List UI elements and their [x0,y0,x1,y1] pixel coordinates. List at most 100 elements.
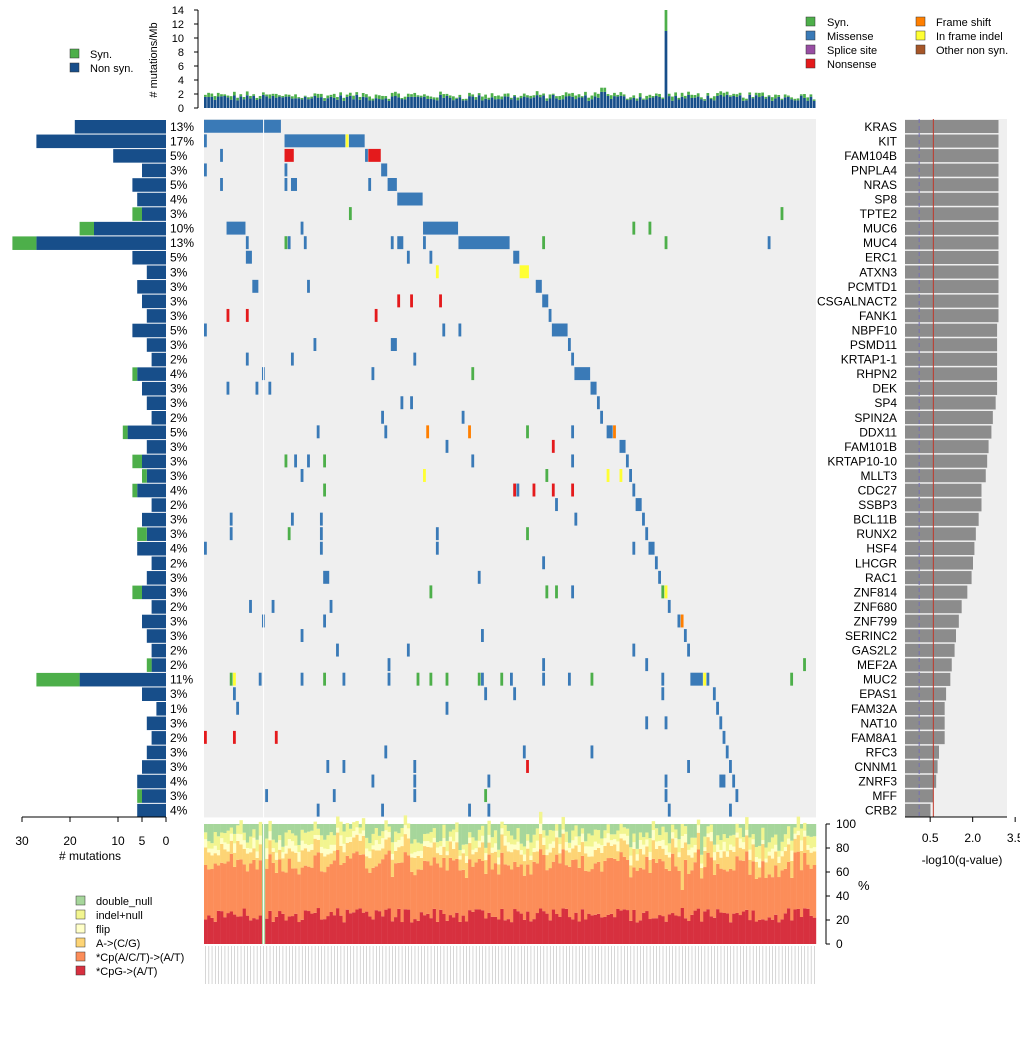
spectrum-segment [455,842,459,859]
spectrum-segment [448,857,453,916]
spectrum-segment [355,909,359,944]
spectrum-segment [503,824,507,825]
spectrum-segment [439,824,443,841]
spectrum-segment [348,913,353,944]
spectrum-segment [758,824,762,846]
rate-bar-nonsyn [207,97,210,108]
spectrum-segment [738,838,743,848]
rate-bar-syn [410,94,413,97]
spectrum-segment [687,874,691,921]
rate-bar-syn [274,93,278,98]
spectrum-segment [435,842,440,848]
spectrum-segment [603,845,607,861]
gene-count-bar-nonsyn [151,600,166,614]
spectrum-segment [513,824,517,840]
spectrum-segment [603,838,607,846]
spectrum-segment [390,859,395,877]
rate-bar-nonsyn [542,95,545,108]
spectrum-segment [648,838,652,852]
spectrum-segment [332,860,337,916]
spectrum-segment [329,911,334,944]
spectrum-segment [735,832,739,838]
spectrum-segment [564,824,569,832]
rate-bar-syn [522,93,526,97]
spectrum-segment [658,824,662,836]
spectrum-segment [700,868,704,879]
spectrum-segment [452,848,456,861]
gene-percentage: 3% [170,454,188,468]
mutation-cell [445,439,449,453]
spectrum-segment [545,849,549,856]
mutation-cell [513,250,520,264]
spectrum-segment [336,850,340,909]
spectrum-segment [593,829,598,842]
mutation-cell [468,803,471,817]
spectrum-segment [458,824,462,851]
mutation-cell [632,541,636,555]
spectrum-segment [429,824,433,833]
qvalue-bar [905,280,999,294]
rate-bar-syn [510,97,513,100]
mutation-cell [632,221,636,235]
spectrum-segment [732,913,736,944]
spectrum-segment [790,824,794,841]
qvalue-bar [905,134,999,148]
mutation-cell [294,454,298,468]
spectrum-segment [400,827,404,837]
spectrum-segment [516,828,520,842]
mutation-cell [204,541,207,555]
spectrum-segment [245,847,250,854]
spectrum-segment [555,830,559,838]
qvalue-bar [905,192,999,206]
spectrum-segment [294,913,298,944]
spectrum-segment [355,827,359,835]
qvalue-bar [905,789,934,803]
spectrum-segment [787,908,791,944]
spectrum-segment [468,843,472,860]
spectrum-segment [777,850,781,857]
spectrum-segment [432,842,437,858]
gene-name: TPTE2 [860,207,898,221]
spectrum-segment [481,910,485,944]
legend-swatch [915,16,926,27]
spectrum-segment [445,840,449,852]
spectrum-segment [564,831,569,843]
rate-bar-syn [613,92,616,97]
spectrum-segment [271,839,276,849]
spectrum-segment [606,914,611,944]
spectrum-segment [319,835,324,847]
gene-percentage: 5% [170,251,188,265]
spectrum-segment [481,825,485,836]
spectrum-segment [716,909,720,944]
mutation-cell [548,308,552,322]
rate-bar-nonsyn [683,98,687,108]
spectrum-segment [571,824,575,831]
spectrum-segment [687,920,691,944]
spectrum-segment [719,912,723,944]
legend-swatch [915,44,926,55]
spectrum-segment [638,920,643,944]
mutation-cell [387,178,397,191]
spectrum-segment [793,824,797,828]
spectrum-segment [419,857,424,870]
spectrum-segment [654,828,659,842]
rate-bar-nonsyn [223,95,227,108]
spectrum-segment [329,832,334,845]
spectrum-segment [397,908,401,944]
spectrum-segment [204,847,208,865]
spectrum-segment [709,916,714,944]
gene-count-bar-nonsyn [132,178,166,192]
qvalue-bar [905,265,999,279]
spectrum-segment [307,831,311,845]
gene-percentage: 2% [170,353,188,367]
mutation-cell [229,512,233,526]
spectrum-segment [416,851,421,857]
mutation-cell [232,687,236,701]
spectrum-segment [522,861,527,876]
spectrum-segment [487,842,491,855]
spectrum-segment [806,824,810,836]
spectrum-segment [406,828,411,839]
spectrum-segment [806,835,810,846]
spectrum-segment [803,822,807,831]
